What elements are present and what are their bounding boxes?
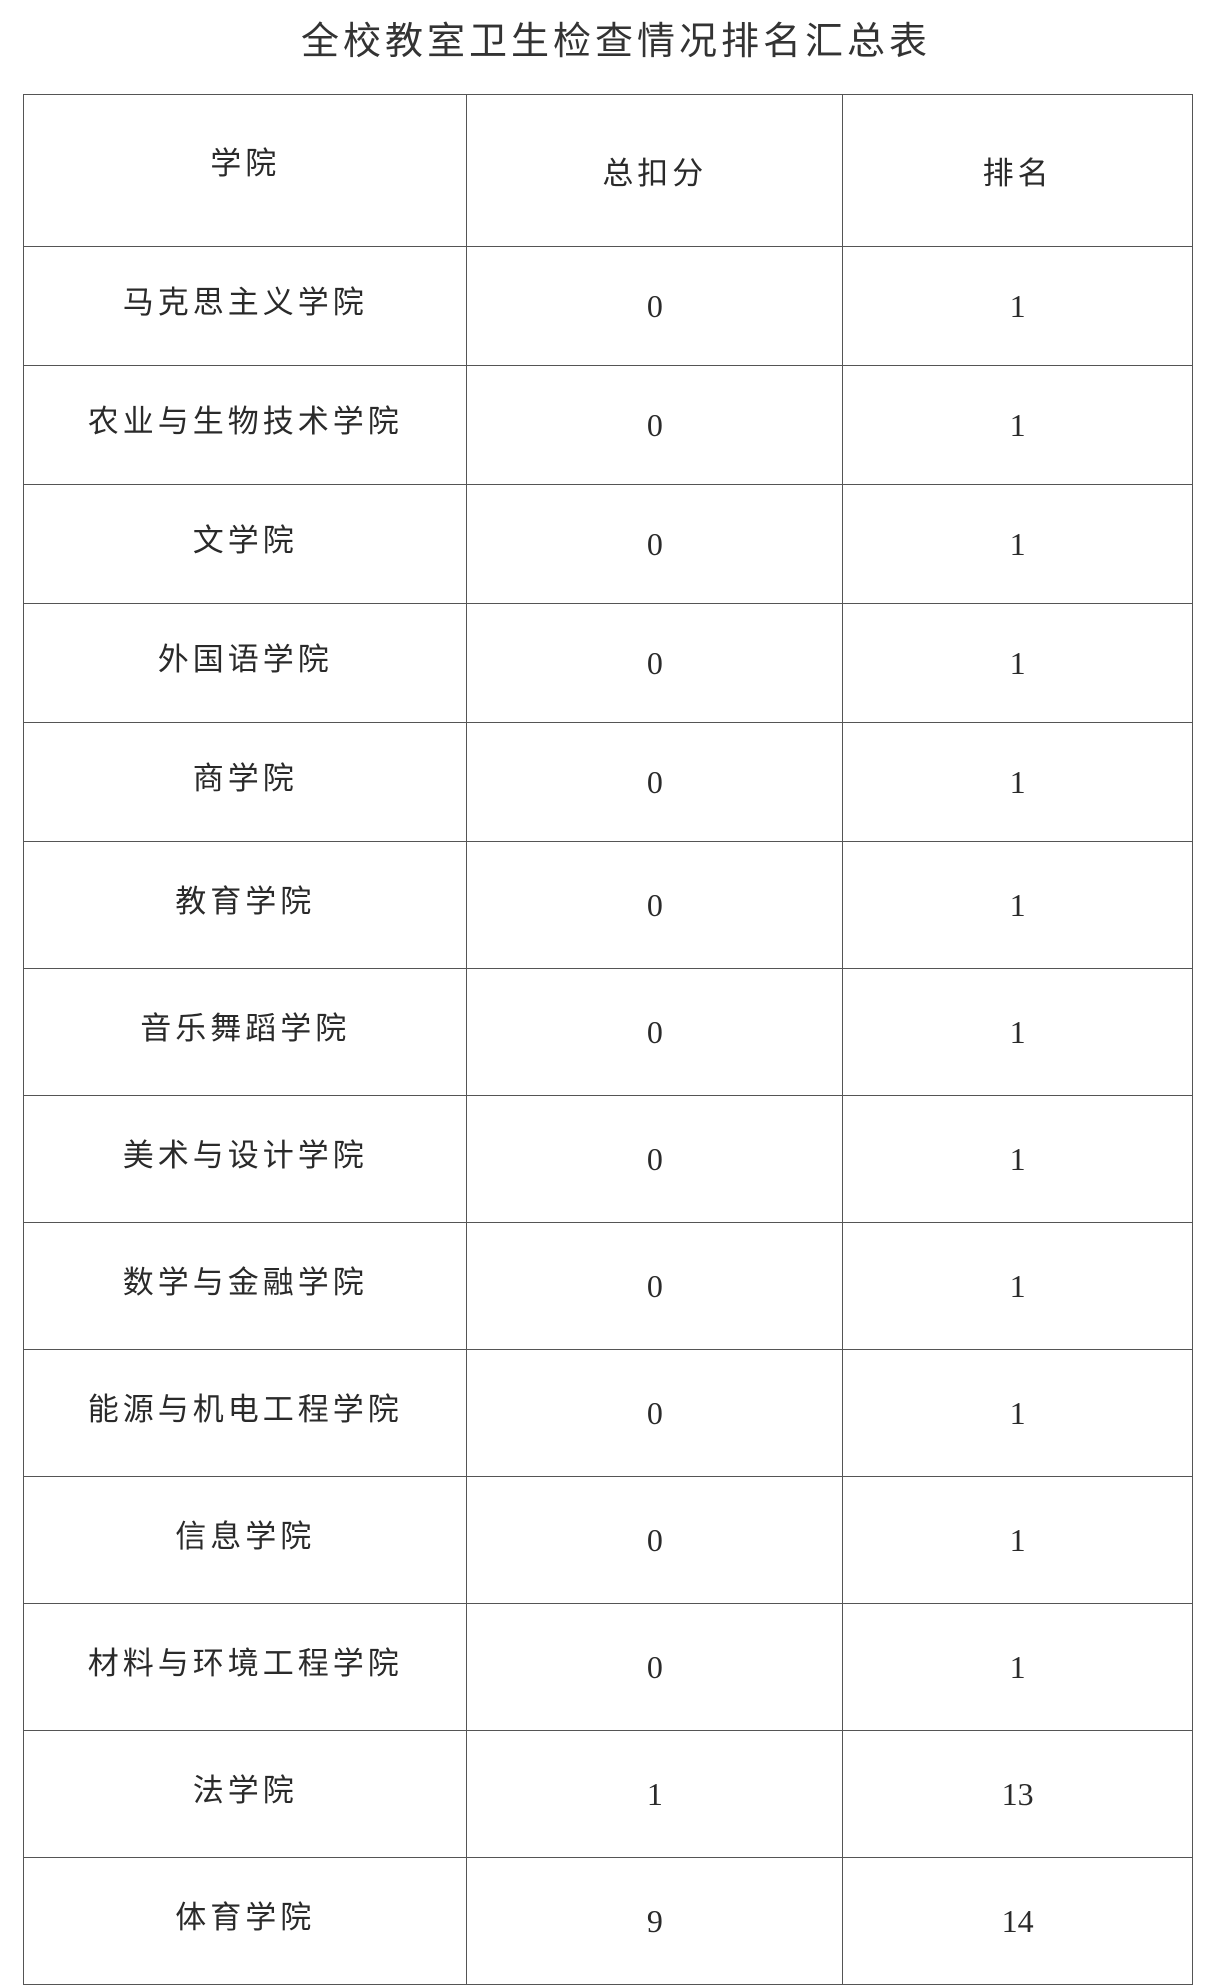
table-header-row: 学院 总扣分 排名 [22, 94, 1193, 247]
table-row: 马克思主义学院 0 1 [22, 246, 1193, 366]
rank-cell: 1 [842, 722, 1193, 842]
deduction-cell: 0 [466, 1603, 844, 1731]
college-cell: 数学与金融学院 [22, 1222, 468, 1350]
college-cell: 能源与机电工程学院 [22, 1349, 468, 1477]
table-row: 美术与设计学院 0 1 [22, 1095, 1193, 1223]
rank-cell: 1 [842, 968, 1193, 1096]
table-row: 能源与机电工程学院 0 1 [22, 1349, 1193, 1477]
college-cell: 信息学院 [22, 1476, 468, 1604]
table-row: 数学与金融学院 0 1 [22, 1222, 1193, 1350]
deduction-cell: 0 [466, 841, 844, 969]
table-row: 教育学院 0 1 [22, 841, 1193, 969]
rank-cell: 1 [842, 1095, 1193, 1223]
rank-cell: 1 [842, 841, 1193, 969]
table-row: 音乐舞蹈学院 0 1 [22, 968, 1193, 1096]
table-row: 法学院 1 13 [22, 1730, 1193, 1858]
header-rank: 排名 [842, 94, 1193, 247]
rank-cell: 13 [842, 1730, 1193, 1858]
ranking-table: 学院 总扣分 排名 马克思主义学院 0 1 农业与生物技术学院 0 1 文学院 0 1 外国语学院… [22, 94, 1193, 1985]
deduction-cell: 0 [466, 1476, 844, 1604]
college-cell: 外国语学院 [22, 603, 468, 723]
table-row: 体育学院 9 14 [22, 1857, 1193, 1985]
table-row: 商学院 0 1 [22, 722, 1193, 842]
college-cell: 体育学院 [22, 1857, 468, 1985]
rank-cell: 1 [842, 365, 1193, 485]
header-college: 学院 [22, 94, 468, 247]
deduction-cell: 0 [466, 722, 844, 842]
college-cell: 马克思主义学院 [22, 246, 468, 366]
rank-cell: 1 [842, 1603, 1193, 1731]
deduction-cell: 9 [466, 1857, 844, 1985]
table-row: 文学院 0 1 [22, 484, 1193, 604]
deduction-cell: 0 [466, 1222, 844, 1350]
table-row: 材料与环境工程学院 0 1 [22, 1603, 1193, 1731]
deduction-cell: 0 [466, 246, 844, 366]
college-cell: 美术与设计学院 [22, 1095, 468, 1223]
deduction-cell: 1 [466, 1730, 844, 1858]
rank-cell: 1 [842, 1476, 1193, 1604]
rank-cell: 14 [842, 1857, 1193, 1985]
deduction-cell: 0 [466, 603, 844, 723]
rank-cell: 1 [842, 603, 1193, 723]
document-title: 全校教室卫生检查情况排名汇总表 [300, 19, 931, 63]
college-cell: 法学院 [22, 1730, 468, 1858]
deduction-cell: 0 [466, 1095, 844, 1223]
header-deduction: 总扣分 [466, 94, 844, 247]
deduction-cell: 0 [466, 1349, 844, 1477]
college-cell: 农业与生物技术学院 [22, 365, 468, 485]
table-row: 信息学院 0 1 [22, 1476, 1193, 1604]
college-cell: 材料与环境工程学院 [22, 1603, 468, 1731]
table-row: 外国语学院 0 1 [22, 603, 1193, 723]
rank-cell: 1 [842, 484, 1193, 604]
college-cell: 音乐舞蹈学院 [22, 968, 468, 1096]
table-row: 农业与生物技术学院 0 1 [22, 365, 1193, 485]
rank-cell: 1 [842, 246, 1193, 366]
deduction-cell: 0 [466, 365, 844, 485]
deduction-cell: 0 [466, 968, 844, 1096]
rank-cell: 1 [842, 1222, 1193, 1350]
deduction-cell: 0 [466, 484, 844, 604]
college-cell: 文学院 [22, 484, 468, 604]
college-cell: 教育学院 [22, 841, 468, 969]
rank-cell: 1 [842, 1349, 1193, 1477]
college-cell: 商学院 [22, 722, 468, 842]
